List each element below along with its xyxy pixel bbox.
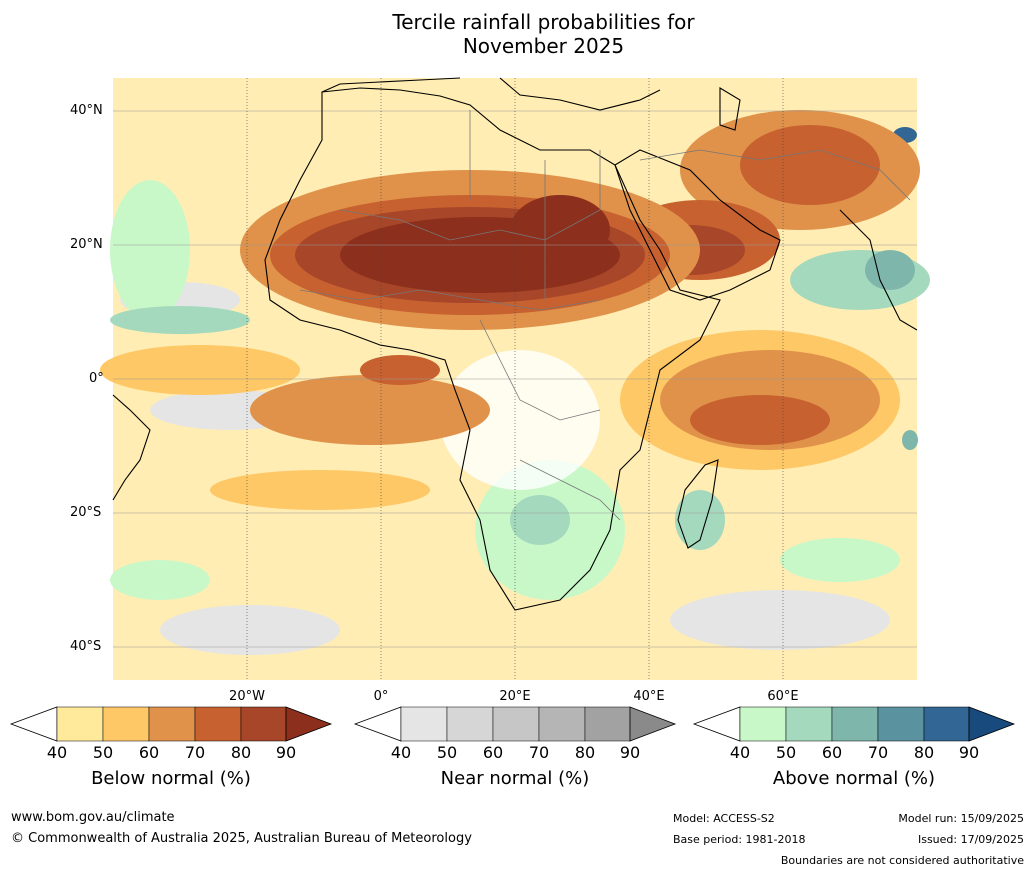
lat-label-0: 0° (89, 371, 104, 386)
title-line-1: Tercile rainfall probabilities for (392, 10, 695, 34)
lon-label-60e: 60°E (767, 689, 799, 704)
website-link[interactable]: www.bom.gov.au/climate (11, 810, 175, 825)
legend-tick: 90 (619, 743, 641, 762)
legend-tick: 80 (574, 743, 596, 762)
country-borders (299, 110, 911, 521)
lat-label-20s: 20°S (70, 505, 102, 520)
coastlines (112, 77, 918, 611)
issued-date: Issued: 17/09/2025 (917, 833, 1024, 846)
legend-tick: 50 (92, 743, 114, 762)
legend-tick: 60 (138, 743, 160, 762)
legend-tick: 40 (46, 743, 68, 762)
title-line-2: November 2025 (462, 34, 625, 58)
legend-below-normal (9, 706, 333, 742)
legend-title-near: Near normal (%) (440, 768, 590, 789)
legend-near-normal (353, 706, 677, 742)
legend-tick: 40 (729, 743, 751, 762)
model-name: Model: ACCESS-S2 (673, 812, 775, 825)
lat-label-40s: 40°S (70, 639, 102, 654)
legend-tick: 90 (275, 743, 297, 762)
legend-tick: 50 (775, 743, 797, 762)
base-period: Base period: 1981-2018 (673, 833, 806, 846)
legend-tick: 70 (184, 743, 206, 762)
legend-title-above: Above normal (%) (772, 768, 936, 789)
legend-tick: 40 (390, 743, 412, 762)
legend-tick: 50 (436, 743, 458, 762)
map-title: Tercile rainfall probabilities for Novem… (0, 10, 1035, 58)
legend-tick: 80 (230, 743, 252, 762)
lon-gridlines (246, 78, 784, 680)
copyright-text: © Commonwealth of Australia 2025, Austra… (11, 831, 472, 846)
legend-above-normal (692, 706, 1016, 742)
model-run: Model run: 15/09/2025 (898, 812, 1024, 825)
disclaimer: Boundaries are not considered authoritat… (780, 854, 1024, 867)
legend-tick: 60 (821, 743, 843, 762)
legend-tick: 90 (958, 743, 980, 762)
legend-tick: 70 (528, 743, 550, 762)
lat-label-40n: 40°N (70, 103, 103, 118)
legend-tick: 70 (867, 743, 889, 762)
lon-label-0: 0° (373, 689, 389, 704)
lat-label-20n: 20°N (70, 237, 103, 252)
lon-label-20e: 20°E (499, 689, 531, 704)
legend-title-below: Below normal (%) (91, 768, 251, 789)
legend-tick: 60 (482, 743, 504, 762)
lon-label-20w: 20°W (229, 689, 265, 704)
legend-tick: 80 (913, 743, 935, 762)
lon-label-40e: 40°E (633, 689, 665, 704)
